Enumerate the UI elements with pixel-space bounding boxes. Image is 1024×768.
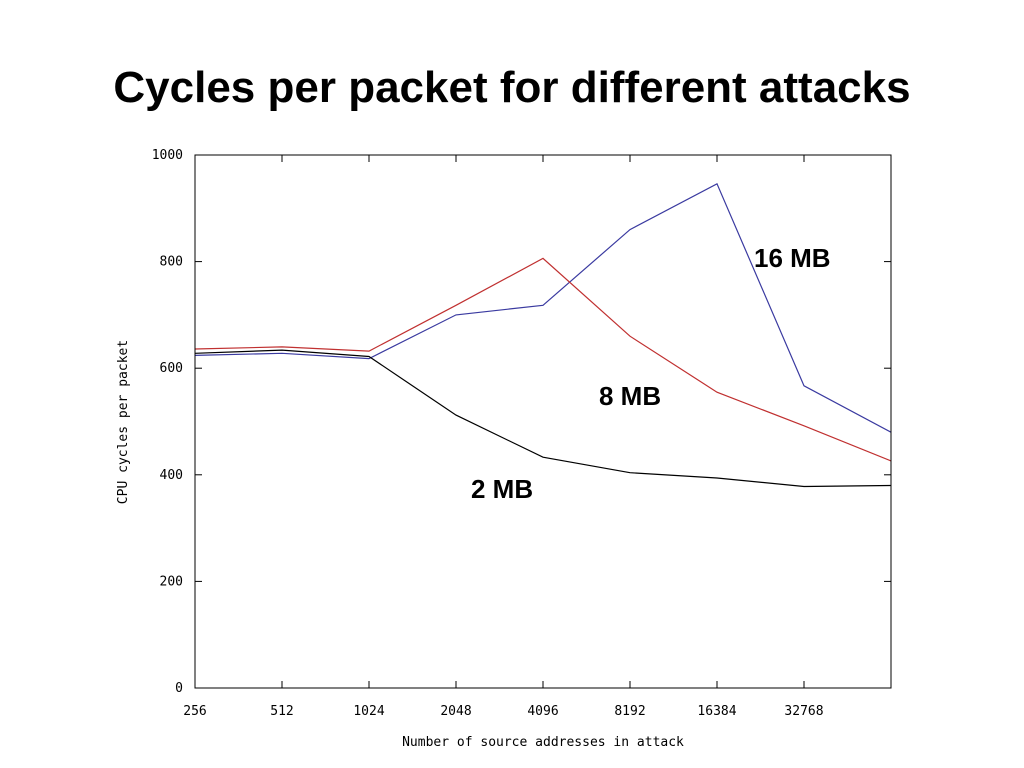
y-tick-label: 600 bbox=[160, 361, 183, 376]
y-tick-label: 0 bbox=[175, 681, 183, 696]
y-tick-label: 200 bbox=[160, 574, 183, 589]
y-axis-label: CPU cycles per packet bbox=[116, 340, 131, 504]
x-tick-label: 32768 bbox=[784, 704, 823, 719]
x-tick-label: 512 bbox=[270, 704, 293, 719]
x-tick-label: 2048 bbox=[440, 704, 471, 719]
x-axis-label: Number of source addresses in attack bbox=[402, 735, 684, 750]
y-tick-label: 400 bbox=[160, 468, 183, 483]
series-layer bbox=[194, 182, 892, 488]
x-tick-label: 4096 bbox=[527, 704, 558, 719]
series-label-8-mb: 8 MB bbox=[599, 381, 661, 411]
series-line-2-mb bbox=[194, 349, 892, 488]
plot-frame bbox=[194, 154, 892, 689]
slide-title: Cycles per packet for different attacks bbox=[113, 63, 911, 112]
series-label-16-mb: 16 MB bbox=[754, 243, 831, 273]
ticks-layer: 0 200 400 600 800 1000 256 512 1024 2048 4096 8192 1… bbox=[152, 148, 892, 719]
series-label-2-mb: 2 MB bbox=[471, 474, 533, 504]
series-line-16-mb bbox=[194, 182, 892, 433]
x-tick-label: 16384 bbox=[697, 704, 736, 719]
series-line-8-mb bbox=[194, 257, 892, 462]
series-labels: 16 MB 8 MB 2 MB bbox=[471, 243, 831, 504]
x-tick-label: 8192 bbox=[614, 704, 645, 719]
y-tick-label: 800 bbox=[160, 255, 183, 270]
x-tick-label: 256 bbox=[183, 704, 206, 719]
y-tick-label: 1000 bbox=[152, 148, 183, 163]
x-tick-label: 1024 bbox=[353, 704, 384, 719]
